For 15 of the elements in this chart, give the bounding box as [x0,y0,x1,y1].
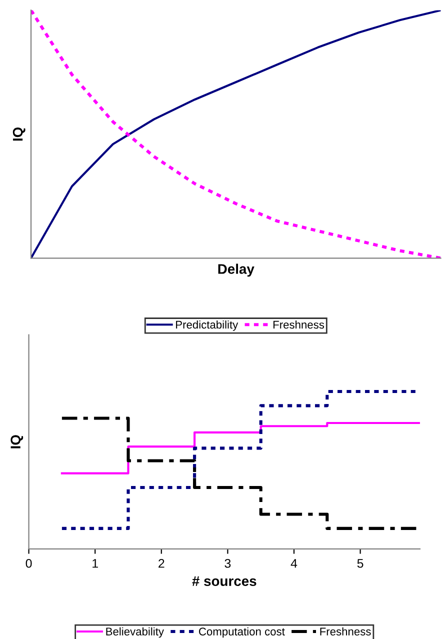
legend-label: Believability [106,627,164,638]
x-tick-label: 3 [224,558,231,568]
legend-label: Freshness [273,320,324,329]
x-tick-label: 4 [290,559,298,568]
x-tick-label: 5 [357,559,364,568]
legend-label: Computation cost [199,627,285,638]
legend-label: Predictability [176,320,238,331]
x-axis-title: # sources [192,576,256,586]
x-tick-label: 2 [158,558,164,568]
x-tick-label: 0 [26,558,32,568]
y-axis-title: IQ [12,127,26,141]
x-tick-label: 1 [92,559,98,568]
y-axis-title: IQ [10,435,24,448]
x-axis-title: Delay [218,264,254,277]
legend-label: Freshness [320,627,371,636]
